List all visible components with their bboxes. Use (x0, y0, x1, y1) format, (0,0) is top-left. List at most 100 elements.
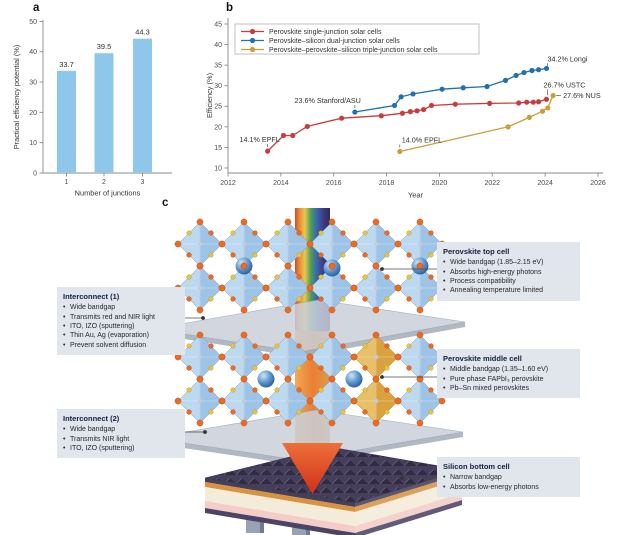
data-point (391, 102, 398, 109)
data-point (550, 92, 556, 99)
center-atom (417, 241, 423, 247)
silicon-bottom-cell-callout: Silicon bottom cell • Narrow bandgap • Abso… (437, 457, 580, 497)
halide-ion-yellow (318, 343, 324, 349)
y-tick-label: 0 (33, 170, 37, 177)
halide-ion-orange (230, 252, 236, 258)
halide-ion-orange (438, 397, 446, 405)
halide-ion-orange (284, 262, 292, 270)
legend-marker-dot (249, 46, 256, 53)
halide-ion-orange (230, 409, 236, 415)
octahedron-blue (397, 378, 443, 424)
halide-ion-yellow (318, 387, 324, 393)
x-tick-label: 2 (102, 179, 106, 186)
annotation-label: 14.0% EPFL (402, 136, 442, 145)
halide-ion-orange (394, 353, 402, 361)
callout-leader-dot (380, 267, 384, 271)
center-atom (197, 354, 203, 360)
center-atom (197, 285, 203, 291)
halide-ion-orange (218, 353, 226, 361)
interconnect-plate-1-edge (152, 322, 465, 357)
callout-bullet-list: • Narrow bandgap • Absorbs low-energy photo… (443, 473, 574, 492)
halide-ion-orange (252, 230, 258, 236)
halide-ion-yellow (252, 409, 258, 415)
legend-label: Perovskite–perovskite–silicon triple-jun… (269, 47, 438, 54)
data-point (452, 101, 458, 107)
x-tick-label: 2026 (590, 180, 606, 187)
halide-ion-orange (328, 331, 336, 339)
halide-ion-orange (196, 419, 204, 427)
halide-ion-yellow (274, 343, 280, 349)
bullet-item: • Wide bandgap (1.85–2.15 eV) (443, 259, 544, 267)
data-point (339, 115, 345, 121)
x-tick-label: 2018 (379, 180, 395, 187)
halide-ion-orange (296, 230, 302, 236)
y-tick-label: 15 (214, 145, 222, 152)
octahedron-blue (265, 378, 311, 424)
halide-ion-yellow (252, 365, 258, 371)
center-atom (417, 354, 423, 360)
halide-ion-orange (394, 397, 402, 405)
halide-ion-orange (340, 274, 346, 280)
bullet-item: • Middle bandgap (1.35–1.60 eV) (443, 366, 549, 374)
data-point (545, 105, 551, 111)
halide-ion-orange (428, 230, 434, 236)
octahedron-blue (177, 221, 223, 267)
bar-chart-practical-efficiency: 0 10 20 30 40 50 1 2 3 33.7 39.5 44.3 Practical effi… (12, 19, 172, 198)
halide-ion-yellow (208, 365, 214, 371)
octahedron-blue (221, 378, 267, 424)
data-point (529, 67, 535, 74)
center-atom (285, 354, 291, 360)
y-tick-label: 40 (214, 42, 222, 49)
halide-ion-orange (218, 284, 226, 292)
halide-ion-orange (318, 365, 324, 371)
data-point (410, 91, 416, 97)
halide-ion-orange (240, 262, 248, 270)
halide-ion-orange (252, 387, 258, 393)
halide-ion-orange (284, 218, 292, 226)
bar-value-label: 39.5 (97, 42, 111, 51)
silicon-layer-front (205, 487, 355, 526)
data-point (505, 124, 511, 130)
cation-sphere (257, 370, 275, 388)
bar-value-label: 44.3 (135, 28, 149, 37)
halide-ion-yellow (362, 343, 368, 349)
x-tick-label: 2014 (273, 180, 289, 187)
halide-ion-yellow (296, 409, 302, 415)
halide-ion-orange (416, 419, 424, 427)
data-point (407, 109, 413, 115)
halide-ion-orange (240, 331, 248, 339)
y-tick-label: 10 (214, 165, 222, 172)
halide-ion-yellow (406, 274, 412, 280)
halide-ion-orange (262, 353, 270, 361)
halide-ion-yellow (296, 365, 302, 371)
halide-ion-orange (186, 252, 192, 258)
halide-ion-yellow (384, 252, 390, 258)
halide-ion-orange (186, 409, 192, 415)
data-point (397, 148, 403, 155)
halide-ion-orange (284, 419, 292, 427)
center-atom (417, 285, 423, 291)
halide-ion-orange (230, 296, 236, 302)
halide-ion-orange (416, 375, 424, 383)
silicon-layer-front (205, 501, 355, 533)
interconnect-plate-2 (149, 409, 464, 461)
center-atom (329, 241, 335, 247)
interconnect-1-callout: Interconnect (1) • Wide bandgap • Transmits… (57, 287, 185, 356)
y-tick-label: 10 (29, 140, 37, 147)
center-atom (285, 241, 291, 247)
center-atom (373, 398, 379, 404)
y-tick-label: 30 (214, 83, 222, 90)
halide-ion-yellow (296, 296, 302, 302)
data-point (539, 108, 546, 114)
halide-ion-orange (428, 387, 434, 393)
center-atom (241, 241, 247, 247)
data-point (513, 72, 519, 79)
y-tick-label: 25 (214, 104, 222, 111)
halide-ion-orange (362, 409, 368, 415)
tandem-cell-illustration (149, 208, 466, 535)
y-axis-title: Practical efficiency potential (%) (12, 45, 21, 150)
halide-ion-yellow (230, 343, 236, 349)
halide-ion-orange (186, 365, 192, 371)
halide-ion-orange (230, 365, 236, 371)
halide-ion-orange (208, 230, 214, 236)
